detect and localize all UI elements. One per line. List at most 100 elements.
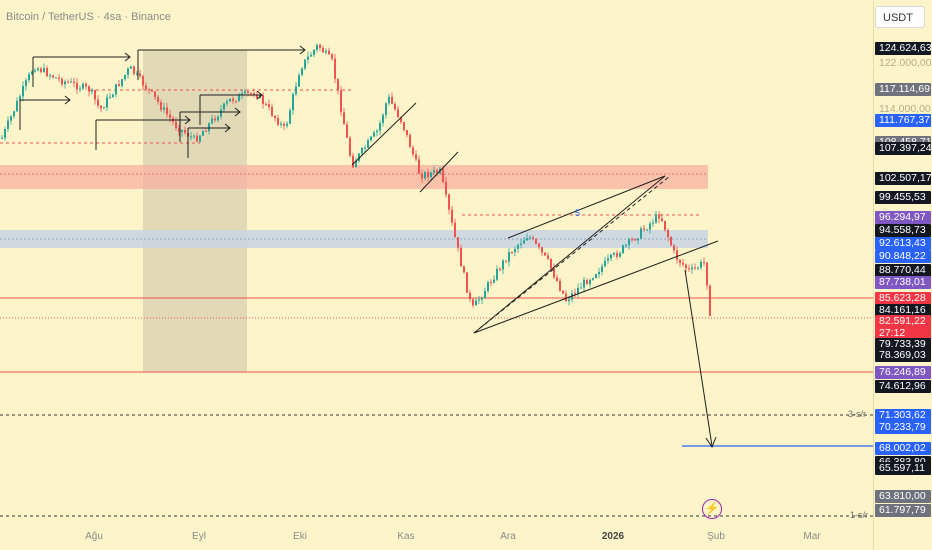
candle-body bbox=[391, 96, 393, 104]
currency-selector[interactable]: USDT bbox=[875, 6, 925, 28]
candle-body bbox=[46, 68, 48, 77]
arrow-head bbox=[64, 95, 71, 105]
candle-body bbox=[664, 221, 666, 231]
price-scale-divider bbox=[873, 0, 874, 550]
candle-body bbox=[328, 50, 330, 55]
candle-body bbox=[568, 299, 570, 302]
candle-body bbox=[508, 252, 510, 262]
candle-body bbox=[367, 140, 369, 148]
candle-body bbox=[412, 147, 414, 155]
candle-body bbox=[316, 44, 318, 50]
candle-body bbox=[25, 80, 27, 86]
candle-body bbox=[625, 244, 627, 246]
candle-body bbox=[304, 59, 306, 69]
price-label: 76.246,89 bbox=[875, 366, 931, 379]
candle-body bbox=[481, 297, 483, 300]
resistance-zone bbox=[0, 165, 708, 189]
price-label: 79.733,39 bbox=[875, 338, 931, 351]
candle-body bbox=[142, 76, 144, 86]
candle-body bbox=[175, 121, 177, 129]
arrow-head bbox=[299, 45, 306, 55]
candle-body bbox=[580, 287, 582, 289]
candle-body bbox=[643, 228, 645, 230]
candle-body bbox=[139, 73, 141, 77]
price-label: 122.000,00 bbox=[879, 57, 932, 69]
price-label: 111.767,37 bbox=[875, 114, 931, 127]
candle-body bbox=[115, 84, 117, 95]
level-label-3sr: 3-s/r bbox=[848, 409, 866, 419]
candle-body bbox=[214, 118, 216, 121]
candle-body bbox=[406, 129, 408, 135]
candle-body bbox=[688, 268, 690, 270]
price-label: 27:12 bbox=[875, 327, 931, 340]
price-label: 102.507,17 bbox=[875, 172, 932, 185]
candle-body bbox=[523, 240, 525, 244]
candle-body bbox=[514, 248, 516, 253]
candle-body bbox=[697, 267, 699, 269]
candle-body bbox=[235, 100, 237, 102]
candle-body bbox=[694, 267, 696, 269]
candle-body bbox=[703, 262, 705, 264]
candle-body bbox=[661, 218, 663, 222]
time-label: Eyl bbox=[192, 531, 206, 542]
candle-body bbox=[337, 78, 339, 91]
candle-body bbox=[469, 292, 471, 300]
candle-body bbox=[472, 299, 474, 306]
price-label: 84.161,16 bbox=[875, 304, 931, 317]
time-label: Şub bbox=[707, 531, 725, 542]
price-label: 71.303,62 bbox=[875, 409, 931, 422]
candle-body bbox=[124, 74, 126, 80]
candle-body bbox=[340, 90, 342, 113]
candle-body bbox=[403, 122, 405, 130]
candle-body bbox=[244, 91, 246, 94]
candle-body bbox=[520, 243, 522, 245]
candle-body bbox=[241, 93, 243, 95]
candle-body bbox=[31, 71, 33, 75]
candle-body bbox=[598, 271, 600, 275]
price-label: 61.797,79 bbox=[875, 504, 931, 517]
candle-body bbox=[202, 131, 204, 136]
candle-body bbox=[445, 181, 447, 195]
time-label: 2026 bbox=[601, 531, 625, 542]
price-label: 65.597,11 bbox=[875, 462, 931, 475]
candle-body bbox=[295, 86, 297, 95]
candle-body bbox=[199, 135, 201, 142]
candle-body bbox=[100, 105, 102, 109]
candle-body bbox=[79, 88, 81, 90]
symbol-title: Bitcoin / TetherUS · 4sa · Binance bbox=[6, 11, 171, 23]
candle-body bbox=[499, 268, 501, 270]
candle-body bbox=[433, 170, 435, 173]
time-label: Ağu bbox=[85, 531, 103, 542]
candle-body bbox=[49, 75, 51, 77]
candle-body bbox=[511, 252, 513, 254]
candle-body bbox=[310, 54, 312, 57]
trend-arrow bbox=[351, 102, 417, 166]
candle-body bbox=[121, 79, 123, 87]
candle-body bbox=[493, 279, 495, 283]
candle-body bbox=[40, 68, 42, 72]
candle-body bbox=[466, 272, 468, 293]
price-label: 78.369,03 bbox=[875, 349, 931, 362]
candle-body bbox=[670, 237, 672, 246]
candle-body bbox=[247, 91, 249, 94]
candle-body bbox=[538, 243, 540, 248]
candle-body bbox=[610, 254, 612, 259]
candle-body bbox=[10, 116, 12, 121]
candle-body bbox=[223, 103, 225, 110]
candle-body bbox=[430, 172, 432, 178]
candle-body bbox=[85, 83, 87, 87]
candle-body bbox=[463, 266, 465, 273]
candle-body bbox=[250, 93, 252, 95]
candle-body bbox=[415, 154, 417, 160]
candle-body bbox=[700, 262, 702, 268]
price-label: 92.613,43 bbox=[875, 237, 931, 250]
candle-body bbox=[196, 135, 198, 142]
candle-body bbox=[586, 279, 588, 285]
candle-body bbox=[658, 214, 660, 219]
candle-body bbox=[352, 155, 354, 168]
replay-icon[interactable]: ⚡ bbox=[702, 499, 722, 519]
candle-body bbox=[268, 104, 270, 108]
price-label: 117.114,69 bbox=[875, 83, 931, 96]
